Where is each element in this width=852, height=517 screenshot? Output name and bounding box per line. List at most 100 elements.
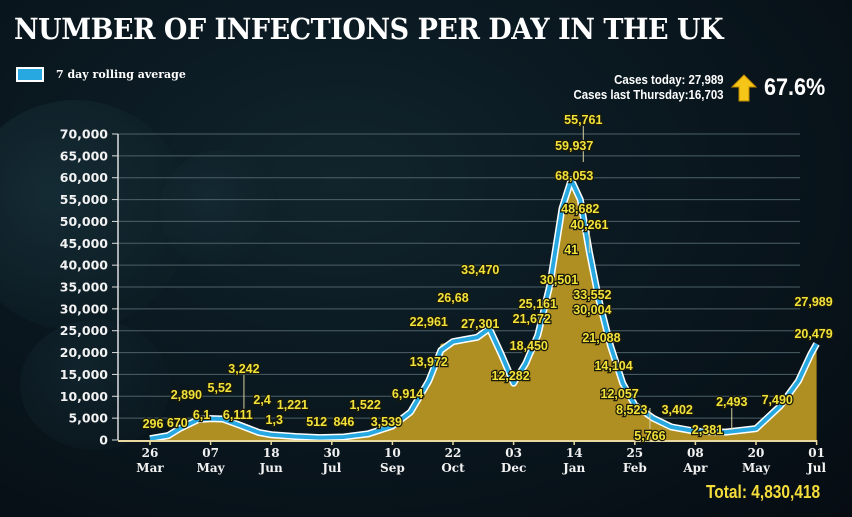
data-label: 512 bbox=[306, 415, 327, 429]
data-label: 68,053 bbox=[555, 169, 593, 183]
data-label: 33,552 bbox=[573, 288, 611, 302]
data-label: 26,68 bbox=[437, 291, 468, 305]
data-label: 2,493 bbox=[716, 395, 747, 409]
y-tick-label: 40,000 bbox=[60, 258, 109, 273]
data-label: 8,523 bbox=[616, 403, 647, 417]
daily-cases-area bbox=[150, 178, 817, 440]
y-tick-label: 10,000 bbox=[60, 389, 109, 404]
cases-today-value: 27,989 bbox=[689, 72, 724, 87]
background-virus-graphic bbox=[160, 150, 280, 270]
data-label: 1,3 bbox=[266, 413, 283, 427]
data-label: 5,52 bbox=[208, 381, 232, 395]
y-tick-label: 25,000 bbox=[60, 323, 109, 338]
cases-last-thursday-value: 16,703 bbox=[689, 87, 724, 102]
data-label: 12,282 bbox=[491, 369, 529, 383]
x-tick-month: Jan bbox=[562, 461, 585, 475]
x-tick-month: Dec bbox=[501, 461, 526, 475]
y-tick-label: 60,000 bbox=[60, 170, 109, 185]
background-virus-graphic bbox=[0, 100, 190, 330]
data-label: 6,1 bbox=[193, 408, 210, 422]
data-label: 30,501 bbox=[540, 273, 578, 287]
data-label: 2,4 bbox=[253, 393, 270, 407]
data-label: 30,004 bbox=[573, 303, 611, 317]
x-tick-day: 26 bbox=[142, 446, 159, 460]
data-label: 40,261 bbox=[570, 218, 608, 232]
x-tick-month: Mar bbox=[136, 461, 164, 475]
data-label: 20,479 bbox=[794, 327, 832, 341]
x-tick-month: Jul bbox=[321, 461, 341, 475]
y-tick-label: 70,000 bbox=[60, 127, 109, 142]
x-tick-day: 08 bbox=[687, 446, 704, 460]
data-label: 21,672 bbox=[513, 312, 551, 326]
data-label: 33,470 bbox=[461, 263, 499, 277]
data-label: 6,914 bbox=[392, 387, 423, 401]
data-labels: 296 670 2,890 6,1 5,52 6,111 3,242 2,4 1,31,221 5… bbox=[141, 112, 834, 445]
change-percent: 67.6% bbox=[764, 74, 826, 101]
y-tick-label: 65,000 bbox=[60, 148, 109, 163]
x-tick-month: Jul bbox=[806, 461, 826, 475]
data-label: 55,761 bbox=[564, 113, 602, 127]
data-label: 1,522 bbox=[349, 398, 380, 412]
rolling-average-line bbox=[149, 177, 819, 441]
x-tick-month: May bbox=[197, 461, 226, 475]
data-label: 3,242 bbox=[228, 362, 259, 376]
y-tick-label: 35,000 bbox=[60, 280, 109, 295]
x-tick-month: Oct bbox=[441, 461, 465, 475]
case-stats: Cases today: 27,989 Cases last Thursday:… bbox=[574, 72, 724, 102]
x-tick-month: Jun bbox=[259, 461, 283, 475]
x-tick-day: 18 bbox=[263, 446, 280, 460]
data-label: 13,972 bbox=[410, 355, 448, 369]
series-line bbox=[149, 176, 820, 443]
legend: 7 day rolling average bbox=[16, 67, 186, 82]
x-tick-day: 01 bbox=[808, 446, 825, 460]
y-tick-label: 15,000 bbox=[60, 367, 109, 382]
data-label: 22,961 bbox=[410, 315, 448, 329]
legend-swatch-icon bbox=[16, 67, 44, 82]
x-tick-day: 07 bbox=[202, 446, 219, 460]
x-tick-month: Feb bbox=[623, 461, 647, 475]
x-tick-month: May bbox=[742, 461, 771, 475]
data-label: 3,539 bbox=[371, 415, 402, 429]
x-tick-month: Apr bbox=[682, 461, 708, 475]
data-label: 14,104 bbox=[594, 359, 632, 373]
x-axis: 26Mar07May18Jun30Jul10Sep22Oct03Dec14Jan… bbox=[118, 440, 827, 475]
label-leader-lines bbox=[243, 126, 733, 430]
y-tick-label: 45,000 bbox=[60, 236, 109, 251]
data-label: 6,111 bbox=[223, 408, 253, 422]
y-tick-label: 20,000 bbox=[60, 345, 109, 360]
x-tick-day: 20 bbox=[748, 446, 765, 460]
data-label: 41 bbox=[564, 243, 578, 257]
data-label: 846 bbox=[333, 415, 354, 429]
data-label: 25,161 bbox=[519, 297, 557, 311]
data-label: 1,221 bbox=[277, 398, 308, 412]
y-tick-label: 55,000 bbox=[60, 192, 109, 207]
data-label: 2,381 bbox=[692, 423, 723, 437]
up-arrow-icon bbox=[731, 74, 757, 102]
cases-today: Cases today: 27,989 bbox=[574, 72, 724, 87]
y-axis: 0 5,000 10,000 15,000 20,000 25,000 30,000 35,0… bbox=[60, 127, 119, 448]
data-label: 27,989 bbox=[794, 295, 832, 309]
data-label: 48,682 bbox=[561, 202, 599, 216]
legend-label: 7 day rolling average bbox=[56, 68, 186, 81]
y-tick-label: 30,000 bbox=[60, 301, 109, 316]
x-tick-day: 22 bbox=[445, 446, 462, 460]
total-cases: Total: 4,830,418 bbox=[706, 482, 821, 502]
data-label: 12,057 bbox=[601, 387, 639, 401]
data-label: 21,088 bbox=[582, 331, 620, 345]
x-tick-day: 25 bbox=[626, 446, 643, 460]
y-tick-label: 5,000 bbox=[68, 411, 108, 426]
data-label: 18,450 bbox=[510, 339, 548, 353]
data-label: 27,301 bbox=[461, 317, 499, 331]
data-label: 59,937 bbox=[555, 139, 593, 153]
background-virus-graphic bbox=[20, 320, 170, 450]
data-label: 3,402 bbox=[662, 403, 693, 417]
data-label: 296 bbox=[143, 417, 164, 431]
x-tick-day: 30 bbox=[323, 446, 340, 460]
cases-last-thursday: Cases last Thursday:16,703 bbox=[574, 87, 724, 102]
x-tick-day: 14 bbox=[566, 446, 583, 460]
data-label: 7,490 bbox=[762, 393, 793, 407]
x-tick-day: 03 bbox=[505, 446, 522, 460]
data-label: 5,766 bbox=[634, 429, 665, 443]
y-tick-label: 0 bbox=[99, 433, 108, 448]
data-label: 2,890 bbox=[171, 388, 202, 402]
